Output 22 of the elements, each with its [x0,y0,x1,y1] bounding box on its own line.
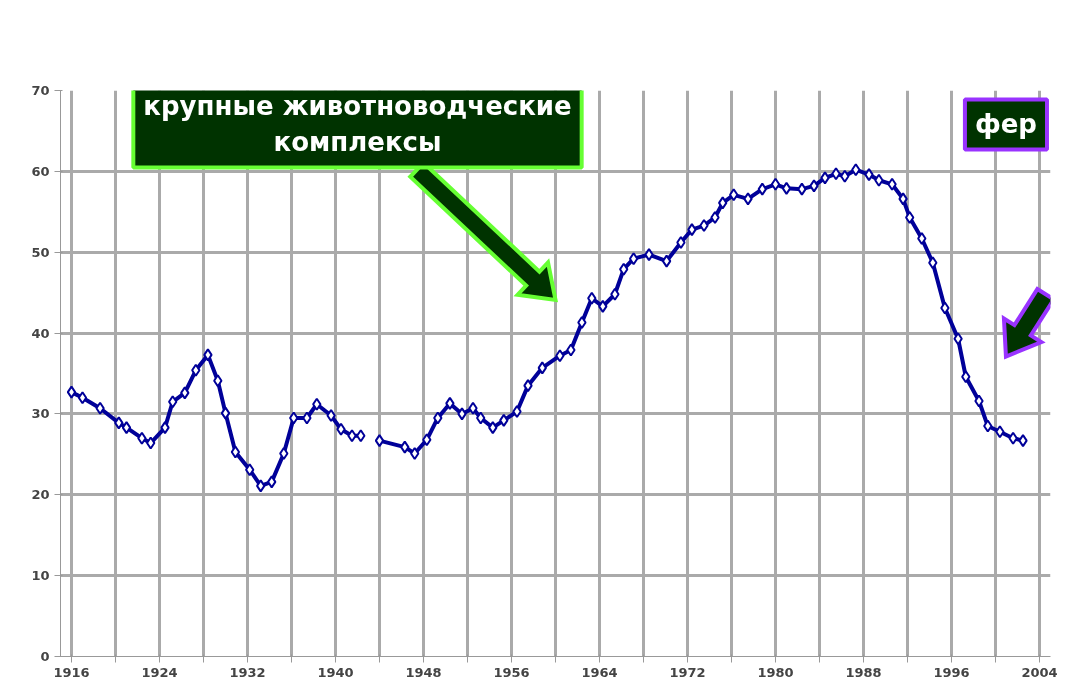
x-tick-label: 1980 [757,664,794,679]
x-tick-label: 2004 [1021,664,1058,679]
y-tick-label: 0 [40,649,50,664]
y-tick-label: 10 [31,568,50,584]
x-tick-label: 1964 [581,664,618,679]
y-tick-label: 50 [31,244,50,260]
x-tick-label: 1948 [405,664,442,679]
x-tick-label: 1932 [229,664,266,679]
y-tick-label: 60 [31,163,50,179]
y-tick-label: 20 [31,487,50,503]
x-tick-label: 1924 [141,664,178,679]
x-tick-label: 1988 [845,664,882,679]
x-tick-label: 1940 [317,664,354,679]
y-tick-label: 70 [31,83,50,98]
y-tick-label: 40 [31,325,50,341]
x-tick-label: 1956 [493,664,530,679]
annotation: фер [974,109,1037,140]
annotation: крупные животноводческие комплексы [143,91,572,158]
x-tick-label: 1996 [933,664,970,679]
x-tick-label: 1972 [669,664,706,679]
x-tick-label: 1916 [53,664,90,679]
y-tick-label: 30 [31,406,50,422]
